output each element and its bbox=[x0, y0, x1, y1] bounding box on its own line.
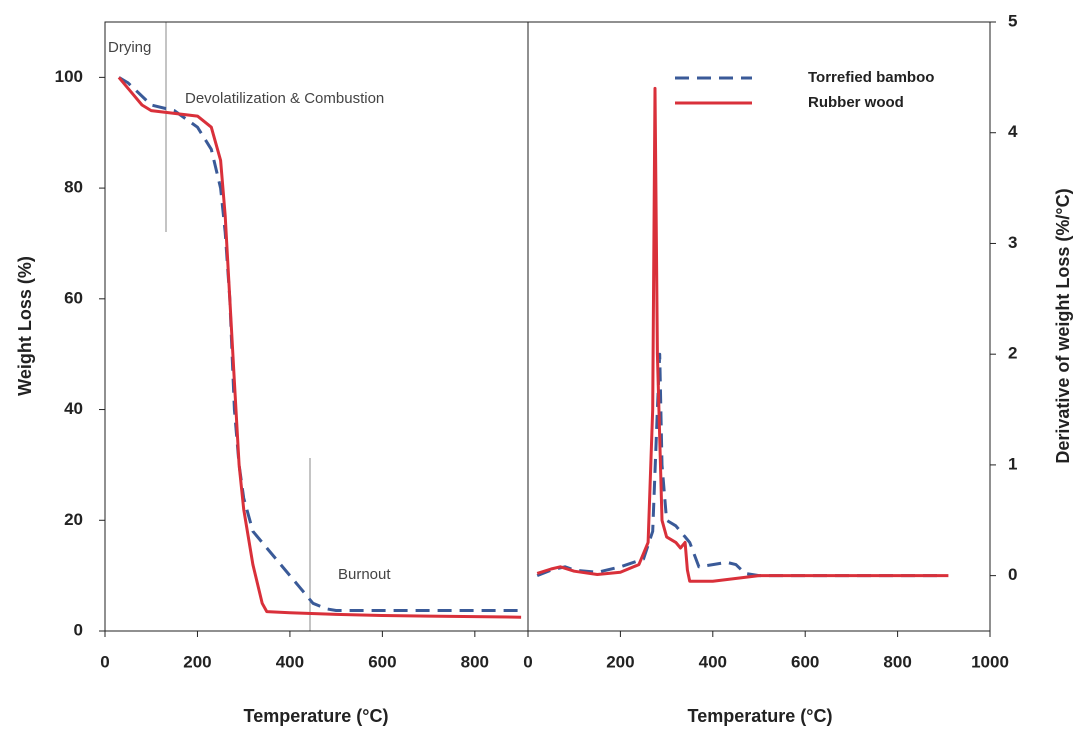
y-tick-label: 0 bbox=[1008, 565, 1017, 584]
x-axis-label: Temperature (°C) bbox=[688, 706, 833, 726]
y-tick-label: 20 bbox=[64, 510, 83, 529]
annotation: Devolatilization & Combustion bbox=[185, 90, 384, 107]
y-axis-label: Weight Loss (%) bbox=[15, 256, 35, 396]
plot-frame bbox=[527, 21, 991, 632]
data-line bbox=[536, 86, 949, 583]
y-axis-label: Derivative of weight Loss (%/°C) bbox=[1053, 188, 1073, 463]
x-tick-label: 0 bbox=[523, 652, 532, 671]
data-line bbox=[118, 76, 522, 612]
annotation: Burnout bbox=[338, 566, 391, 583]
x-tick-label: 800 bbox=[883, 652, 911, 671]
x-tick-label: 200 bbox=[606, 652, 634, 671]
x-tick-label: 200 bbox=[183, 652, 211, 671]
data-line bbox=[536, 352, 944, 578]
y-tick-label: 2 bbox=[1008, 344, 1017, 363]
annotation: Drying bbox=[108, 39, 151, 56]
y-tick-label: 80 bbox=[64, 178, 83, 197]
x-tick-label: 400 bbox=[276, 652, 304, 671]
y-tick-label: 4 bbox=[1008, 122, 1018, 141]
legend-label: Rubber wood bbox=[808, 94, 904, 111]
y-tick-label: 0 bbox=[74, 620, 83, 639]
y-tick-label: 100 bbox=[55, 67, 83, 86]
x-tick-label: 600 bbox=[368, 652, 396, 671]
y-tick-label: 60 bbox=[64, 288, 83, 307]
data-line bbox=[117, 76, 522, 619]
x-axis-label: Temperature (°C) bbox=[244, 706, 389, 726]
legend-label: Torrefied bamboo bbox=[808, 69, 934, 86]
y-tick-label: 1 bbox=[1008, 454, 1017, 473]
y-tick-label: 40 bbox=[64, 399, 83, 418]
x-tick-label: 400 bbox=[699, 652, 727, 671]
x-tick-label: 0 bbox=[100, 652, 109, 671]
x-tick-label: 1000 bbox=[971, 652, 1009, 671]
x-tick-label: 800 bbox=[461, 652, 489, 671]
y-tick-label: 5 bbox=[1008, 11, 1017, 30]
y-tick-label: 3 bbox=[1008, 233, 1017, 252]
x-tick-label: 600 bbox=[791, 652, 819, 671]
